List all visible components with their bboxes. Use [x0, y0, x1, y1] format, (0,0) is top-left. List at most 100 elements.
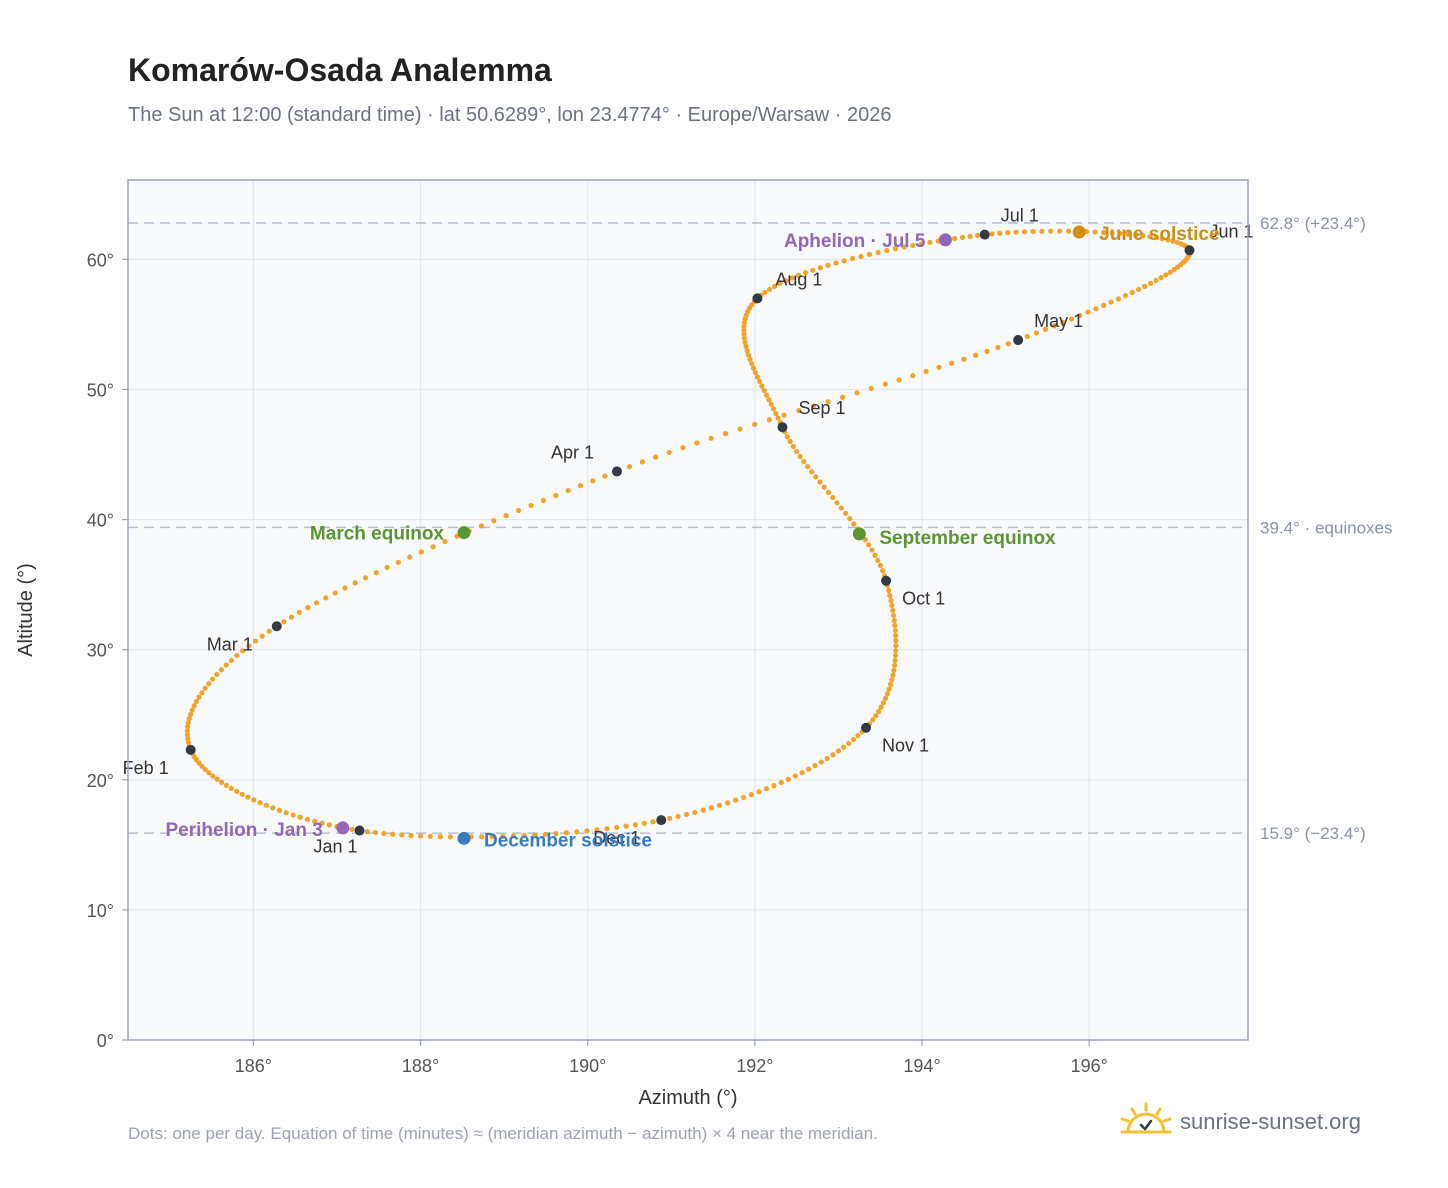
- daily-dot: [818, 759, 824, 765]
- chart-title: Komarów-Osada Analemma: [128, 52, 552, 88]
- x-tick-label: 190°: [569, 1056, 606, 1076]
- daily-dot: [813, 474, 819, 480]
- sun-logo-icon: [1120, 1102, 1172, 1141]
- daily-dot: [245, 794, 251, 800]
- daily-dot: [880, 568, 886, 574]
- daily-dot: [228, 785, 235, 791]
- month-label: Jan 1: [314, 837, 358, 857]
- month-label: May 1: [1034, 311, 1083, 331]
- daily-dot: [923, 368, 929, 375]
- daily-dot: [787, 438, 793, 445]
- daily-dot: [1147, 280, 1154, 287]
- month-marker: [777, 422, 788, 433]
- daily-dot: [752, 421, 758, 427]
- daily-dot: [206, 770, 212, 776]
- daily-dot: [214, 671, 220, 678]
- daily-dot: [872, 552, 878, 558]
- daily-dot: [877, 562, 883, 569]
- month-marker: [1184, 245, 1195, 256]
- daily-dot: [799, 769, 805, 776]
- daily-dot: [889, 677, 895, 683]
- daily-dot: [784, 434, 790, 440]
- daily-dot: [563, 830, 570, 836]
- daily-dot: [332, 590, 338, 596]
- daily-dot: [830, 752, 836, 758]
- daily-dot: [1174, 239, 1180, 246]
- daily-dot: [918, 241, 925, 247]
- month-marker: [611, 466, 622, 477]
- daily-dot: [875, 708, 882, 715]
- chart-subtitle: The Sun at 12:00 (standard time) · lat 5…: [128, 104, 892, 126]
- y-tick-label: 20°: [87, 771, 114, 791]
- daily-dot: [1085, 309, 1091, 315]
- daily-dot: [855, 733, 861, 739]
- daily-dot: [741, 319, 748, 326]
- daily-dot: [716, 802, 723, 808]
- daily-dot: [893, 638, 899, 644]
- daily-dot: [892, 627, 898, 634]
- daily-dot: [817, 479, 823, 485]
- daily-dot: [748, 792, 754, 798]
- daily-dot: [223, 782, 229, 788]
- footnote: Dots: one per day. Equation of time (min…: [128, 1124, 878, 1143]
- daily-dot: [1101, 302, 1107, 308]
- daily-dot: [1159, 236, 1166, 242]
- daily-dot: [805, 463, 811, 470]
- daily-dot: [614, 824, 620, 831]
- month-label: Oct 1: [902, 589, 945, 609]
- daily-dot: [1167, 269, 1173, 275]
- daily-dot: [825, 262, 831, 268]
- daily-dot: [882, 695, 889, 701]
- daily-dot: [741, 327, 747, 333]
- daily-dot: [1165, 237, 1171, 243]
- daily-dot: [319, 820, 325, 826]
- daily-dot: [841, 258, 847, 264]
- daily-dot: [407, 554, 413, 560]
- daily-dot: [257, 800, 263, 806]
- daily-dot: [887, 592, 893, 599]
- daily-dot: [875, 557, 881, 563]
- daily-dot: [632, 822, 638, 828]
- daily-dot: [479, 834, 485, 840]
- daily-dot: [989, 231, 995, 237]
- daily-dot: [239, 791, 245, 797]
- daily-dot: [210, 676, 216, 682]
- daily-dot: [246, 643, 252, 649]
- daily-dot: [381, 830, 387, 837]
- daily-dot: [884, 691, 890, 697]
- daily-dot: [893, 648, 899, 654]
- daily-dot: [297, 814, 303, 820]
- brand-name: sunrise-sunset.org: [1180, 1108, 1361, 1134]
- daily-dot: [849, 255, 856, 262]
- y-tick-label: 40°: [87, 511, 114, 531]
- daily-dot: [553, 492, 559, 499]
- daily-dot: [997, 230, 1003, 236]
- daily-dot: [577, 483, 584, 489]
- daily-dot: [961, 356, 967, 362]
- daily-dot: [1115, 296, 1122, 302]
- daily-dot: [892, 652, 899, 659]
- daily-dot: [218, 667, 224, 673]
- daily-dot: [1077, 312, 1083, 319]
- daily-dot: [722, 431, 729, 437]
- daily-dot: [263, 802, 269, 808]
- daily-dot: [910, 242, 916, 249]
- daily-dot: [1039, 228, 1045, 234]
- daily-dot: [790, 443, 796, 450]
- daily-dot: [869, 547, 875, 553]
- month-label: Jun 1: [1209, 221, 1253, 241]
- daily-dot: [766, 286, 773, 292]
- daily-dot: [184, 728, 190, 734]
- daily-dot: [756, 789, 762, 795]
- daily-dot: [290, 812, 296, 818]
- daily-dot: [743, 343, 749, 350]
- y-tick-label: 0°: [97, 1031, 114, 1051]
- month-marker: [752, 293, 763, 304]
- x-tick-label: 192°: [736, 1056, 773, 1076]
- daily-dot: [653, 454, 659, 460]
- brand[interactable]: sunrise-sunset.org: [1120, 1102, 1361, 1141]
- daily-dot: [680, 445, 686, 451]
- daily-dot: [1109, 230, 1115, 236]
- daily-dot: [792, 773, 798, 779]
- daily-dot: [565, 487, 571, 494]
